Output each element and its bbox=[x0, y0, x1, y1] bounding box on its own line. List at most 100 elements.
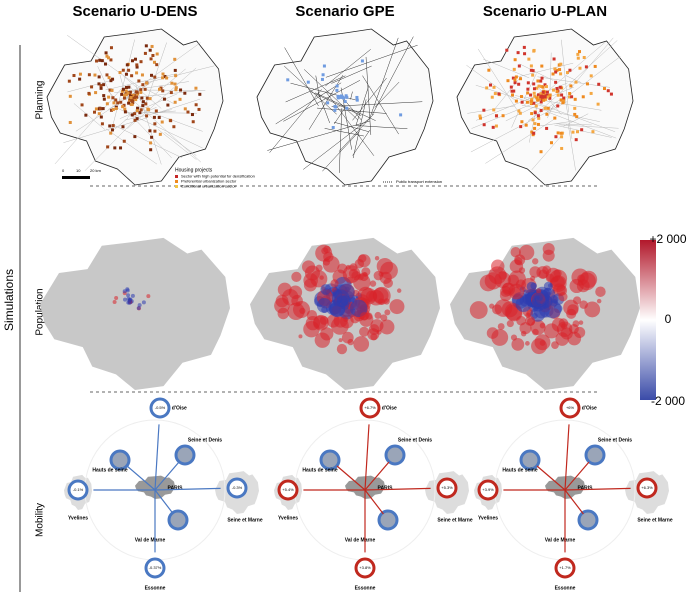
housing-project bbox=[133, 112, 137, 116]
housing-project bbox=[335, 84, 339, 88]
road bbox=[355, 125, 408, 129]
housing-project bbox=[491, 125, 495, 129]
region-outline bbox=[46, 28, 224, 186]
population-change bbox=[508, 283, 525, 300]
population-change bbox=[479, 274, 497, 292]
housing-project bbox=[540, 76, 544, 80]
housing-project bbox=[97, 112, 101, 116]
housing-project bbox=[110, 88, 114, 92]
change-label: +1.7% bbox=[559, 565, 571, 570]
road bbox=[112, 105, 203, 149]
housing-project bbox=[140, 73, 144, 77]
population-change bbox=[136, 306, 141, 311]
housing-project bbox=[68, 120, 72, 124]
housing-project bbox=[72, 74, 76, 78]
population-change bbox=[469, 301, 488, 319]
housing-project bbox=[551, 72, 555, 76]
housing-project bbox=[602, 87, 606, 91]
flow-arrow bbox=[564, 489, 584, 515]
housing-project bbox=[335, 88, 339, 92]
population-change bbox=[515, 296, 532, 313]
housing-project bbox=[485, 86, 489, 90]
housing-project bbox=[144, 102, 148, 106]
housing-project bbox=[559, 98, 563, 102]
housing-project bbox=[596, 102, 600, 106]
section-label: Simulations bbox=[2, 269, 16, 331]
population-change bbox=[323, 251, 334, 263]
housing-project bbox=[133, 135, 137, 139]
housing-project bbox=[561, 101, 565, 105]
housing-project bbox=[155, 63, 159, 67]
population-change bbox=[353, 336, 370, 352]
housing-project bbox=[540, 94, 544, 98]
housing-project bbox=[121, 105, 125, 109]
housing-project bbox=[560, 146, 564, 150]
department-label: Seine et Denis bbox=[398, 437, 432, 443]
housing-project bbox=[571, 130, 575, 134]
housing-project bbox=[173, 68, 177, 72]
housing-project bbox=[543, 95, 547, 99]
population-change bbox=[558, 318, 569, 328]
road bbox=[127, 67, 197, 129]
department-label: Yvelines bbox=[68, 515, 88, 521]
housing-project bbox=[194, 103, 198, 107]
road bbox=[352, 77, 387, 121]
housing-project bbox=[108, 124, 112, 128]
road bbox=[67, 35, 143, 90]
housing-project bbox=[556, 131, 560, 135]
population-change bbox=[534, 295, 540, 301]
housing-project bbox=[526, 91, 530, 95]
housing-project bbox=[127, 68, 131, 72]
housing-project bbox=[100, 122, 104, 126]
row-label: Population bbox=[35, 288, 46, 335]
housing-project bbox=[574, 138, 578, 142]
road bbox=[156, 98, 201, 114]
road bbox=[494, 76, 522, 110]
population-change bbox=[384, 309, 391, 316]
department-change bbox=[559, 397, 581, 419]
population-change bbox=[373, 270, 384, 281]
housing-project bbox=[286, 78, 290, 82]
housing-project bbox=[87, 91, 91, 95]
road bbox=[146, 89, 174, 104]
housing-project bbox=[399, 113, 403, 117]
housing-project bbox=[478, 114, 482, 118]
housing-project bbox=[135, 117, 139, 121]
housing-project bbox=[172, 125, 176, 129]
housing-project bbox=[127, 101, 131, 105]
housing-project bbox=[140, 96, 144, 100]
department-node bbox=[584, 444, 606, 466]
housing-project bbox=[573, 97, 577, 101]
department-change bbox=[477, 479, 499, 501]
housing-project bbox=[67, 79, 71, 83]
housing-project bbox=[529, 93, 533, 97]
housing-project bbox=[549, 141, 553, 145]
housing-project bbox=[135, 63, 139, 67]
population-change bbox=[130, 293, 135, 298]
road bbox=[63, 117, 148, 143]
housing-project bbox=[490, 95, 494, 99]
housing-project bbox=[559, 131, 563, 135]
housing-project bbox=[548, 93, 552, 97]
road bbox=[548, 111, 617, 139]
population-change bbox=[536, 288, 542, 294]
colorbar-label: 0 bbox=[665, 312, 672, 326]
housing-project bbox=[535, 86, 539, 90]
housing-project bbox=[541, 90, 545, 94]
department-change bbox=[436, 477, 458, 499]
department-label: Essonne bbox=[145, 585, 166, 591]
population-change bbox=[320, 284, 332, 295]
population-change bbox=[320, 327, 334, 341]
population-change bbox=[369, 280, 377, 287]
road bbox=[54, 87, 123, 165]
housing-project bbox=[529, 68, 533, 72]
housing-project bbox=[129, 90, 133, 94]
housing-project bbox=[512, 67, 516, 71]
road bbox=[331, 65, 372, 84]
population-change bbox=[122, 289, 127, 294]
housing-project bbox=[111, 124, 115, 128]
population-change bbox=[532, 258, 539, 265]
housing-project bbox=[539, 150, 543, 154]
housing-project bbox=[141, 83, 145, 87]
change-label: +3.9% bbox=[482, 487, 494, 492]
